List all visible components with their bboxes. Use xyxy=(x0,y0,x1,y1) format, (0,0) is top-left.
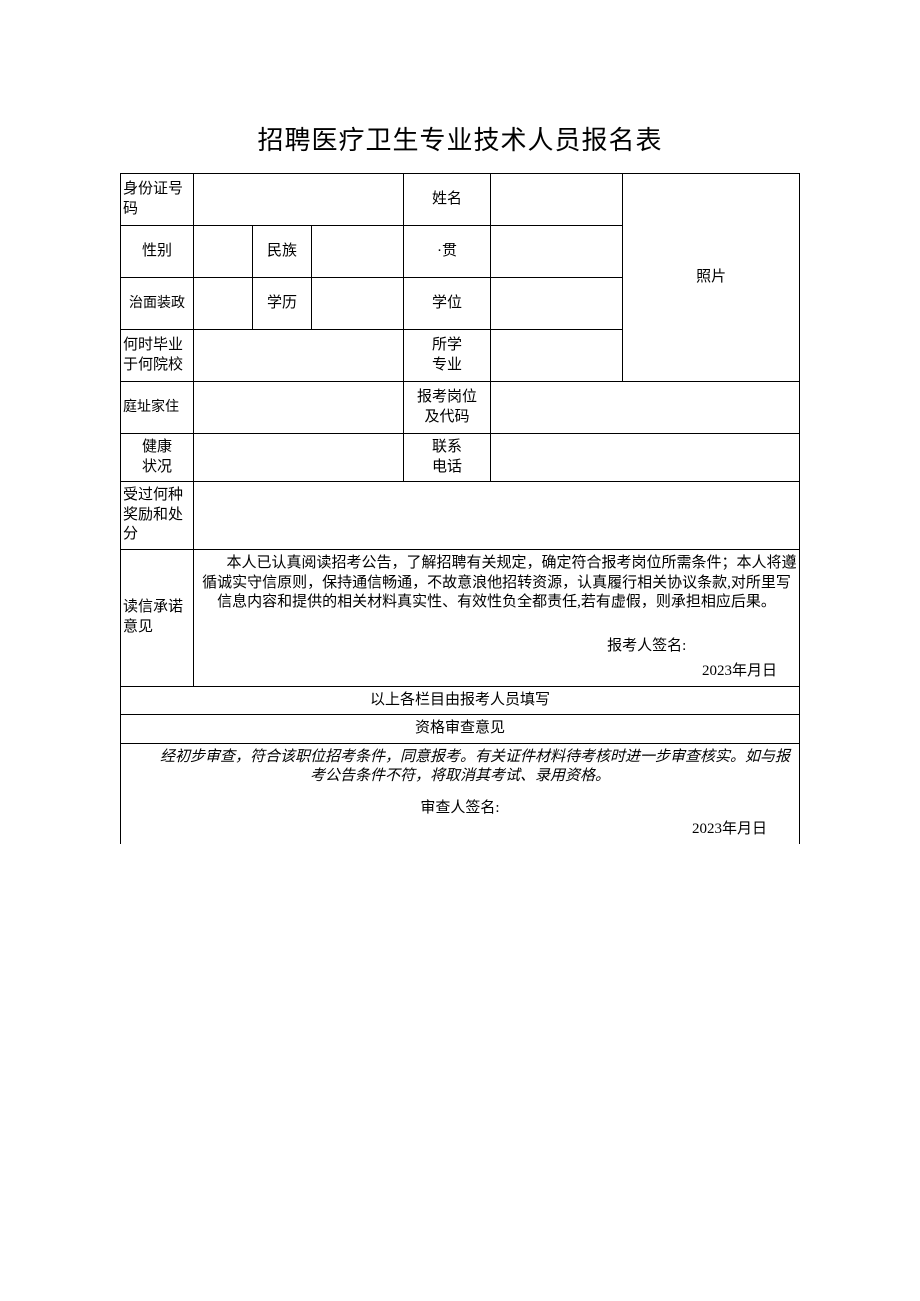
reviewer-signature-label: 审查人签名: xyxy=(123,799,797,819)
label-name: 姓名 xyxy=(403,174,490,226)
application-form-table: 身份证号码 姓名 照片 性别 民族 ·贯 治面装政 学历 学位 何时毕业于何院校… xyxy=(120,173,800,844)
value-position-code[interactable] xyxy=(491,382,800,434)
label-health: 健康状况 xyxy=(121,434,194,482)
label-graduation: 何时毕业于何院校 xyxy=(121,330,194,382)
label-education: 学历 xyxy=(253,278,312,330)
value-home-address[interactable] xyxy=(194,382,404,434)
label-native-place: ·贯 xyxy=(403,226,490,278)
label-major: 所学专业 xyxy=(403,330,490,382)
label-id-number: 身份证号码 xyxy=(121,174,194,226)
commitment-text: 本人已认真阅读招考公告，了解招聘有关规定，确定符合报考岗位所需条件；本人将遵循诚… xyxy=(196,554,797,613)
applicant-signature-label: 报考人签名: xyxy=(196,637,797,657)
page-title: 招聘医疗卫生专业技术人员报名表 xyxy=(120,120,800,157)
review-date: 2023年月日 xyxy=(123,820,797,840)
value-gender[interactable] xyxy=(194,226,253,278)
label-ethnicity: 民族 xyxy=(253,226,312,278)
value-major[interactable] xyxy=(491,330,623,382)
applicant-note: 以上各栏目由报考人员填写 xyxy=(121,686,800,715)
value-health[interactable] xyxy=(194,434,404,482)
value-rewards[interactable] xyxy=(194,482,800,550)
label-home-address: 庭址家住 xyxy=(121,382,194,434)
label-gender: 性别 xyxy=(121,226,194,278)
value-degree[interactable] xyxy=(491,278,623,330)
review-cell: 经初步审查，符合该职位招考条件，同意报考。有关证件材料待考核时进一步审查核实。如… xyxy=(121,743,800,844)
commitment-cell: 本人已认真阅读招考公告，了解招聘有关规定，确定符合报考岗位所需条件；本人将遵循诚… xyxy=(194,550,800,687)
value-political-status[interactable] xyxy=(194,278,253,330)
label-commitment: 读信承诺意见 xyxy=(121,550,194,687)
photo-placeholder[interactable]: 照片 xyxy=(623,174,800,382)
label-rewards: 受过何种奖励和处分 xyxy=(121,482,194,550)
value-native-place[interactable] xyxy=(491,226,623,278)
value-ethnicity[interactable] xyxy=(311,226,403,278)
value-name[interactable] xyxy=(491,174,623,226)
applicant-date: 2023年月日 xyxy=(196,662,797,682)
review-text: 经初步审查，符合该职位招考条件，同意报考。有关证件材料待考核时进一步审查核实。如… xyxy=(123,748,797,787)
label-position-code: 报考岗位及代码 xyxy=(403,382,490,434)
review-title: 资格审查意见 xyxy=(121,715,800,744)
value-phone[interactable] xyxy=(491,434,800,482)
label-degree: 学位 xyxy=(403,278,490,330)
label-political-status: 治面装政 xyxy=(121,278,194,330)
value-education[interactable] xyxy=(311,278,403,330)
label-phone: 联系电话 xyxy=(403,434,490,482)
value-id-number[interactable] xyxy=(194,174,404,226)
value-graduation[interactable] xyxy=(194,330,404,382)
